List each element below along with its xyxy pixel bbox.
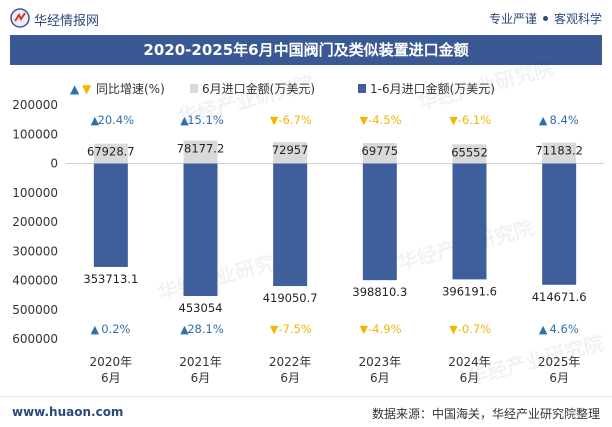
chart-title: 2020-2025年6月中国阀门及类似装置进口金额	[143, 41, 469, 59]
header-bar: 华经情报网 专业严谨 客观科学	[0, 0, 612, 34]
y-tick-label: 200000	[12, 215, 58, 229]
y-tick-label: 0	[50, 157, 58, 171]
value-label-month: 78177.2	[177, 142, 225, 156]
value-label-cumulative: 453054	[179, 301, 223, 315]
bar-cumulative	[362, 163, 397, 281]
x-tick-label: 2023年	[359, 355, 402, 369]
yoy-cumulative-label: -7.5%	[278, 322, 311, 336]
yoy-down-arrow-icon: ▼	[360, 114, 369, 127]
yoy-up-arrow-icon: ▲	[539, 323, 548, 336]
y-tick-label: 100000	[12, 186, 58, 200]
huajing-logo-icon	[10, 8, 30, 28]
x-tick-label: 6月	[370, 371, 390, 385]
x-tick-label: 2022年	[269, 355, 312, 369]
yoy-month-label: 15.1%	[187, 113, 224, 127]
yoy-up-arrow-icon: ▲	[539, 114, 548, 127]
yoy-up-arrow-icon: ▲	[180, 323, 189, 336]
yoy-down-arrow-icon: ▼	[449, 323, 458, 336]
bar-month	[452, 144, 487, 164]
value-label-cumulative: 398810.3	[352, 285, 407, 299]
tagline: 专业严谨 客观科学	[489, 10, 602, 27]
x-tick-label: 6月	[101, 371, 121, 385]
y-tick-label: 400000	[12, 274, 58, 288]
value-label-cumulative: 419050.7	[263, 291, 318, 305]
site-link[interactable]: www.huaon.com	[12, 405, 124, 419]
footer-bar: www.huaon.com 数据来源：中国海关，华经产业研究院整理	[0, 396, 612, 427]
legend-down-arrow-icon: ▼	[82, 82, 92, 96]
y-tick-label: 600000	[12, 332, 58, 346]
bar-month	[273, 142, 308, 164]
y-tick-label: 100000	[12, 127, 58, 141]
value-label-cumulative: 396191.6	[442, 284, 497, 298]
bar-month	[362, 143, 397, 164]
value-label-month: 71183.2	[535, 144, 583, 158]
x-tick-label: 2024年	[448, 355, 491, 369]
yoy-month-label: 8.4%	[550, 113, 579, 127]
bar-month	[183, 140, 218, 164]
y-tick-label: 300000	[12, 244, 58, 258]
x-tick-label: 6月	[191, 371, 211, 385]
yoy-up-arrow-icon: ▲	[180, 114, 189, 127]
x-tick-label: 2025年	[538, 355, 581, 369]
yoy-month-label: 20.4%	[98, 113, 135, 127]
brand-name: 华经情报网	[34, 14, 100, 29]
yoy-month-label: -6.7%	[278, 113, 311, 127]
yoy-up-arrow-icon: ▲	[91, 323, 100, 336]
yoy-down-arrow-icon: ▼	[449, 114, 458, 127]
bar-cumulative	[273, 163, 308, 287]
yoy-cumulative-label: 0.2%	[101, 322, 130, 336]
legend-swatch-cumulative	[358, 84, 366, 93]
tagline-left: 专业严谨	[488, 12, 537, 26]
x-tick-label: 6月	[280, 371, 300, 385]
legend-label-yoy: 同比增速(%)	[96, 82, 165, 96]
x-tick-label: 2020年	[90, 355, 133, 369]
value-label-month: 65552	[451, 145, 488, 159]
bar-month	[542, 142, 577, 164]
y-tick-label: 200000	[12, 98, 58, 112]
bar-cumulative	[542, 163, 577, 285]
value-label-month: 67928.7	[87, 145, 135, 159]
chart-title-bar: 2020-2025年6月中国阀门及类似装置进口金额	[10, 35, 602, 65]
yoy-cumulative-label: -0.7%	[458, 322, 491, 336]
y-tick-label: 500000	[12, 303, 58, 317]
yoy-down-arrow-icon: ▼	[270, 323, 279, 336]
value-label-cumulative: 353713.1	[83, 272, 138, 286]
separator-dot-icon	[542, 16, 548, 21]
bar-cumulative	[93, 163, 128, 267]
x-tick-label: 6月	[549, 371, 569, 385]
legend-label-month: 6月进口金额(万美元)	[202, 81, 315, 96]
bar-month	[93, 143, 128, 164]
value-label-month: 69775	[362, 144, 399, 158]
bar-cumulative	[452, 163, 487, 280]
x-tick-label: 2021年	[179, 355, 222, 369]
legend-up-arrow-icon: ▲	[70, 82, 80, 96]
yoy-down-arrow-icon: ▼	[360, 323, 369, 336]
bar-cumulative	[183, 163, 218, 297]
yoy-month-label: -4.5%	[368, 113, 401, 127]
yoy-cumulative-label: -4.9%	[368, 322, 401, 336]
value-label-month: 72957	[272, 143, 309, 157]
yoy-cumulative-label: 4.6%	[550, 322, 579, 336]
yoy-cumulative-label: 28.1%	[187, 322, 224, 336]
x-tick-label: 6月	[460, 371, 480, 385]
yoy-down-arrow-icon: ▼	[270, 114, 279, 127]
legend-swatch-month	[190, 84, 198, 93]
value-label-cumulative: 414671.6	[532, 290, 587, 304]
yoy-up-arrow-icon: ▲	[91, 114, 100, 127]
legend-label-cumulative: 1-6月进口金额(万美元)	[370, 81, 495, 96]
yoy-month-label: -6.1%	[458, 113, 491, 127]
tagline-right: 客观科学	[553, 12, 602, 26]
data-source: 数据来源：中国海关，华经产业研究院整理	[371, 407, 600, 421]
